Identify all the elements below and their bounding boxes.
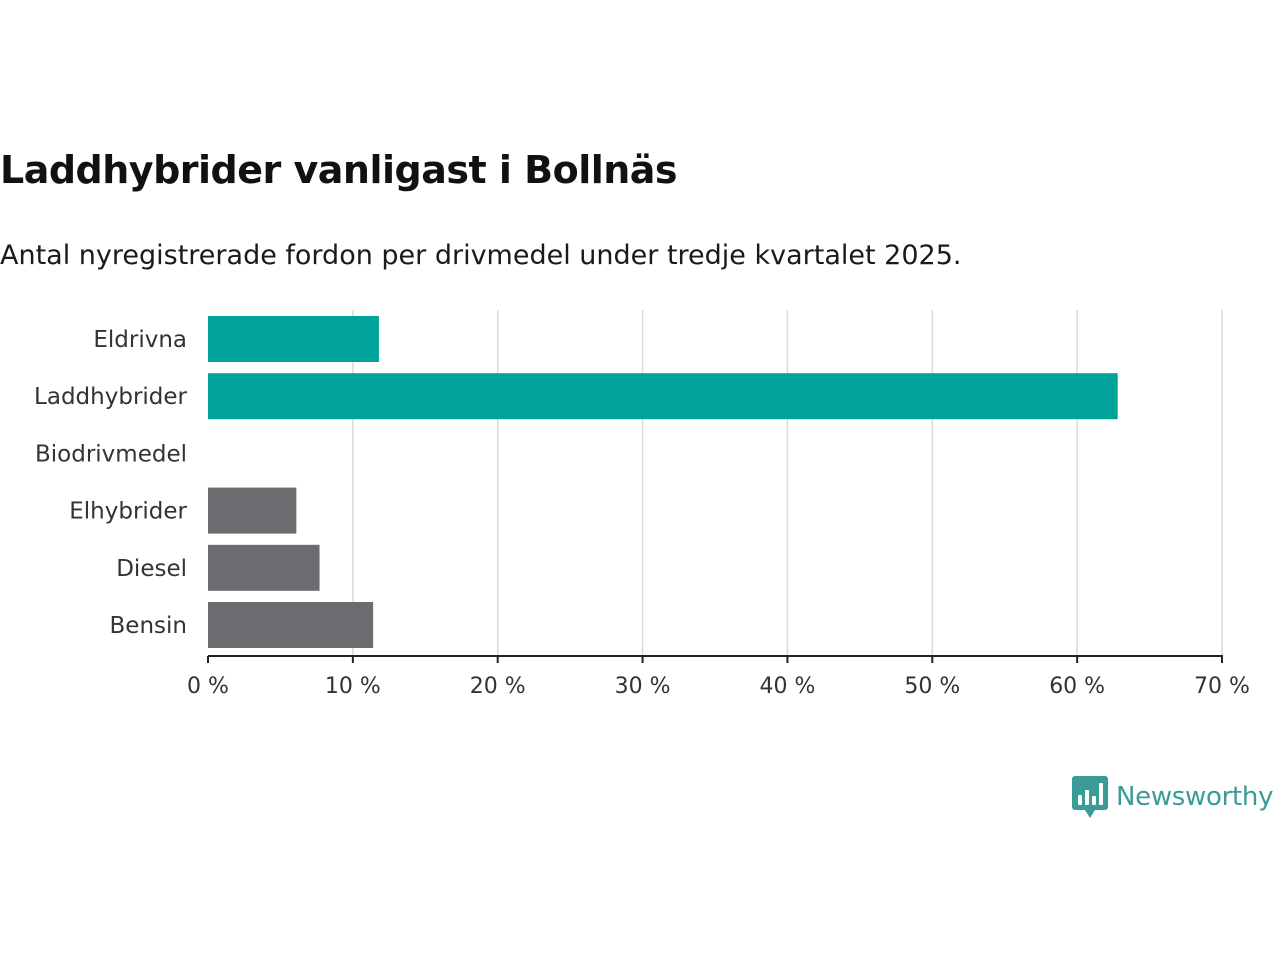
- category-label-elhybrider: Elhybrider: [69, 499, 187, 525]
- x-axis-ticks: 0 % 10 % 20 % 30 % 40 % 50 % 60 % 70 %: [187, 656, 1250, 699]
- bar-diesel: [208, 544, 320, 591]
- chart-title: Laddhybrider vanligast i Bollnäs: [0, 148, 678, 192]
- newsworthy-brand[interactable]: Newsworthy: [1072, 774, 1273, 820]
- category-labels: Eldrivna Laddhybrider Biodrivmedel Elhybrid…: [34, 327, 187, 639]
- bars: [208, 316, 1118, 648]
- brand-name: Newsworthy: [1116, 782, 1274, 812]
- category-label-laddhybrider: Laddhybrider: [34, 384, 187, 410]
- x-tick-label-50: 50 %: [904, 674, 960, 699]
- x-tick-label-70: 70 %: [1194, 674, 1250, 699]
- newsworthy-logo-icon: [1072, 776, 1108, 818]
- x-tick-label-40: 40 %: [759, 674, 815, 699]
- x-tick-label-30: 30 %: [615, 674, 671, 699]
- x-tick-label-10: 10 %: [325, 674, 381, 699]
- gridlines: [352, 310, 1223, 656]
- bar-bensin: [208, 602, 374, 648]
- x-tick-label-60: 60 %: [1049, 674, 1105, 699]
- category-label-eldrivna: Eldrivna: [93, 327, 187, 353]
- category-label-biodrivmedel: Biodrivmedel: [35, 441, 187, 467]
- bar-laddhybrider: [208, 373, 1118, 420]
- bar-eldrivna: [208, 316, 379, 362]
- bar-chart: Eldrivna Laddhybrider Biodrivmedel Elhybrid…: [34, 310, 1250, 699]
- category-label-diesel: Diesel: [116, 556, 187, 582]
- bar-elhybrider: [208, 487, 297, 534]
- chart-subtitle: Antal nyregistrerade fordon per drivmede…: [0, 240, 962, 271]
- x-tick-label-0: 0 %: [187, 674, 229, 699]
- x-tick-label-20: 20 %: [470, 674, 526, 699]
- category-label-bensin: Bensin: [110, 613, 187, 639]
